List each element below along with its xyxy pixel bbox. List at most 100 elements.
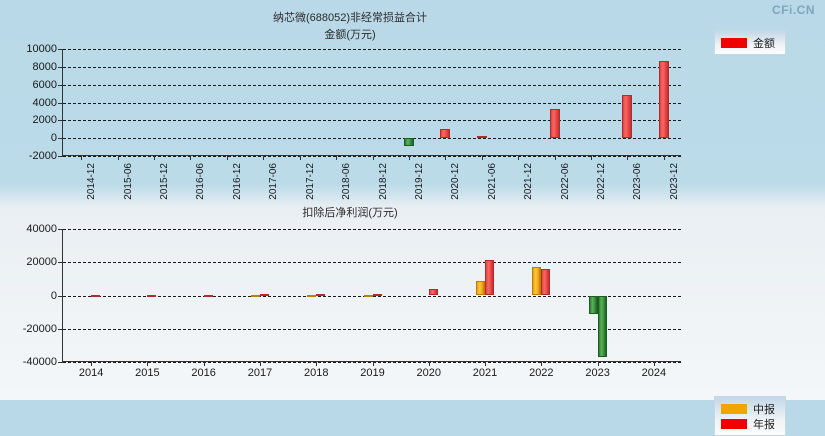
x-axis-label: 2023 [585,367,610,379]
y-tick-mark [58,229,63,230]
x-axis-label: 2018 [303,367,329,379]
x-axis-label: 2015 [135,367,160,379]
watermark: CFi.CN [772,3,815,17]
x-tick-mark [428,361,430,366]
y-tick-mark [58,262,63,264]
x-tick-mark [590,155,592,160]
x-tick-mark [190,155,192,160]
legend-swatch-icon [721,37,747,48]
x-tick-mark [259,361,261,366]
x-tick-mark [154,155,156,160]
bar [622,95,633,139]
legend-item-年报[interactable]: 年报 [721,416,775,431]
y-tick-mark [58,66,63,68]
x-axis-label: 2018-12 [377,163,389,200]
bar [363,294,373,297]
x-axis-label: 2019-12 [413,163,425,200]
x-axis-label: 2020-12 [450,163,462,200]
x-axis-label: 2023-06 [632,163,644,200]
legend-nonrecurring[interactable]: 金额 [714,30,786,55]
y-axis-label: 2000 [32,114,57,127]
x-axis-label: 2015-06 [122,163,134,200]
x-axis-label: 2015-12 [159,163,171,200]
x-tick-mark [597,361,599,366]
x-tick-mark [518,155,520,160]
y-axis-label: 40000 [26,223,57,235]
gridline [63,262,681,264]
x-tick-mark [663,155,665,160]
x-axis-label: 2017-12 [304,163,316,200]
bar [532,267,542,296]
plot-area-nonrecurring: 10000 8000 6000 4000 2000 0 -2000 2014-12 2015-0… [26,43,681,200]
legend-label: 中报 [753,403,775,416]
y-axis-label: 0 [50,289,57,302]
gridline [63,66,681,68]
plot-area-net-profit: 40000 20000 0 -20000 -40000 2014 2015 2016 2017 2… [23,223,681,379]
x-tick-mark [481,155,483,160]
x-axis-label: 2016-12 [231,163,243,200]
y-axis-label: -40000 [22,356,57,368]
x-tick-mark [226,155,228,160]
y-tick-mark [58,328,63,330]
bar [428,288,438,296]
gridline [63,49,681,50]
bar [372,294,382,296]
x-axis-label: 2018-06 [341,163,353,200]
bar [203,294,213,297]
y-tick-mark [58,362,63,363]
bar [440,129,451,139]
y-axis-label: 6000 [32,78,57,91]
bar [549,108,560,139]
bar [597,295,607,357]
x-tick-mark [336,155,338,160]
x-axis-label: 2016-06 [195,163,207,200]
bar [91,294,101,297]
bar [316,294,326,297]
legend-item-金额[interactable]: 金额 [721,35,775,50]
x-tick-mark [653,361,655,366]
chart-panel-nonrecurring: 纳芯微(688052)非经常损益合计 金额(万元) 10000 8000 6000 4… [0,0,825,205]
y-axis-label: 8000 [32,60,57,73]
gridline [63,362,681,363]
x-tick-mark [541,361,543,366]
bar [588,295,598,314]
chart-subtitle-net-profit: 扣除后净利润(万元) [302,207,398,219]
x-axis-label: 2024 [641,367,667,379]
x-axis-label: 2022 [529,367,554,379]
x-tick-mark [263,155,265,160]
gridline [63,102,681,104]
x-axis-label: 2022-12 [595,163,607,200]
x-tick-mark [81,155,83,160]
gridline [63,138,681,140]
y-tick-mark [58,49,63,50]
y-axis-label: 0 [50,132,57,145]
y-tick-mark [58,138,63,140]
x-tick-mark [554,155,556,160]
y-tick-mark [58,295,63,297]
bar [307,294,317,297]
x-tick-mark [627,155,629,160]
legend-net-profit[interactable]: 中报 年报 [714,396,786,436]
x-tick-mark [485,361,487,366]
x-tick-mark [147,361,149,366]
x-tick-mark [117,155,119,160]
y-axis-label: -20000 [22,322,57,335]
x-tick-mark [316,361,318,366]
x-axis-label: 2021 [472,367,498,379]
legend-item-中报[interactable]: 中报 [721,401,775,416]
bar [403,138,414,146]
x-tick-mark [203,361,205,366]
bar [250,295,260,297]
x-tick-mark [408,155,410,160]
x-tick-mark [445,155,447,160]
x-tick-mark [372,155,374,160]
x-axis-label: 2017-06 [268,163,280,200]
x-axis-label: 2020 [416,367,442,379]
bar [147,295,157,297]
x-axis-label: 2022-06 [559,163,571,200]
x-tick-mark [372,361,374,366]
x-tick-mark [299,155,301,160]
legend-label: 年报 [753,418,775,431]
x-axis-label: 2014-12 [86,163,98,200]
bar [476,280,486,296]
